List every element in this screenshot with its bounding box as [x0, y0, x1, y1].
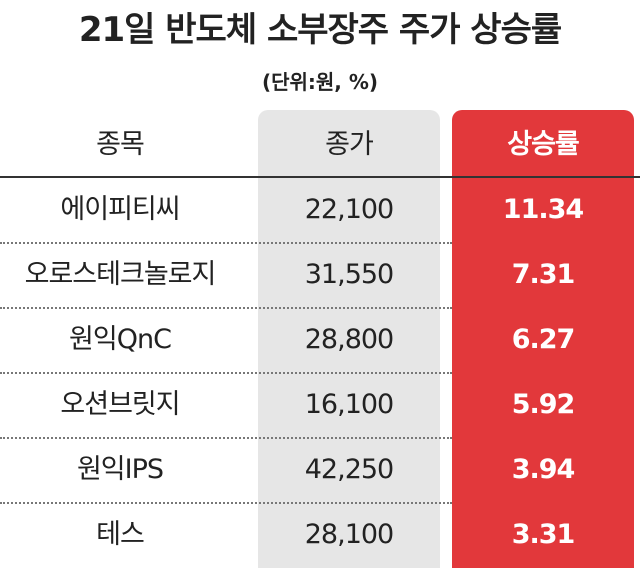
rise-rate: 5.92: [511, 389, 576, 420]
closing-price: 31,550: [304, 259, 394, 290]
header-cell: 상승률: [507, 129, 580, 160]
header-line: [0, 176, 640, 178]
stock-name: 테스: [96, 519, 145, 550]
stock-name: 원익IPS: [76, 454, 164, 485]
stock-name: 원익QnC: [69, 324, 172, 355]
rise-rate: 3.94: [511, 454, 576, 485]
row-separator: [0, 437, 452, 439]
stock-name: 오로스테크놀로지: [24, 259, 217, 290]
rise-rate: 7.31: [511, 259, 576, 290]
rise-rate: 6.27: [511, 324, 576, 355]
closing-price: 28,100: [304, 519, 394, 550]
stock-name: 에이피티씨: [60, 194, 180, 225]
row-separator: [0, 372, 452, 374]
rise-rate: 3.31: [511, 519, 576, 550]
unit-note: (단위:원, %): [261, 70, 379, 94]
row-separator: [0, 307, 452, 309]
rise-rate: 11.34: [502, 194, 584, 225]
row-separator: [0, 242, 452, 244]
header-cell: 종가: [325, 129, 374, 160]
title: 21일 반도체 소부장주 주가 상승률: [78, 10, 562, 50]
closing-price: 42,250: [304, 454, 394, 485]
rate-column-bg: [452, 110, 634, 568]
price-column-bg: [258, 110, 440, 568]
header-cell: 종목: [96, 129, 145, 160]
closing-price: 16,100: [304, 389, 394, 420]
stock-name: 오션브릿지: [60, 389, 180, 420]
closing-price: 22,100: [304, 194, 394, 225]
row-separator: [0, 502, 452, 504]
closing-price: 28,800: [304, 324, 394, 355]
